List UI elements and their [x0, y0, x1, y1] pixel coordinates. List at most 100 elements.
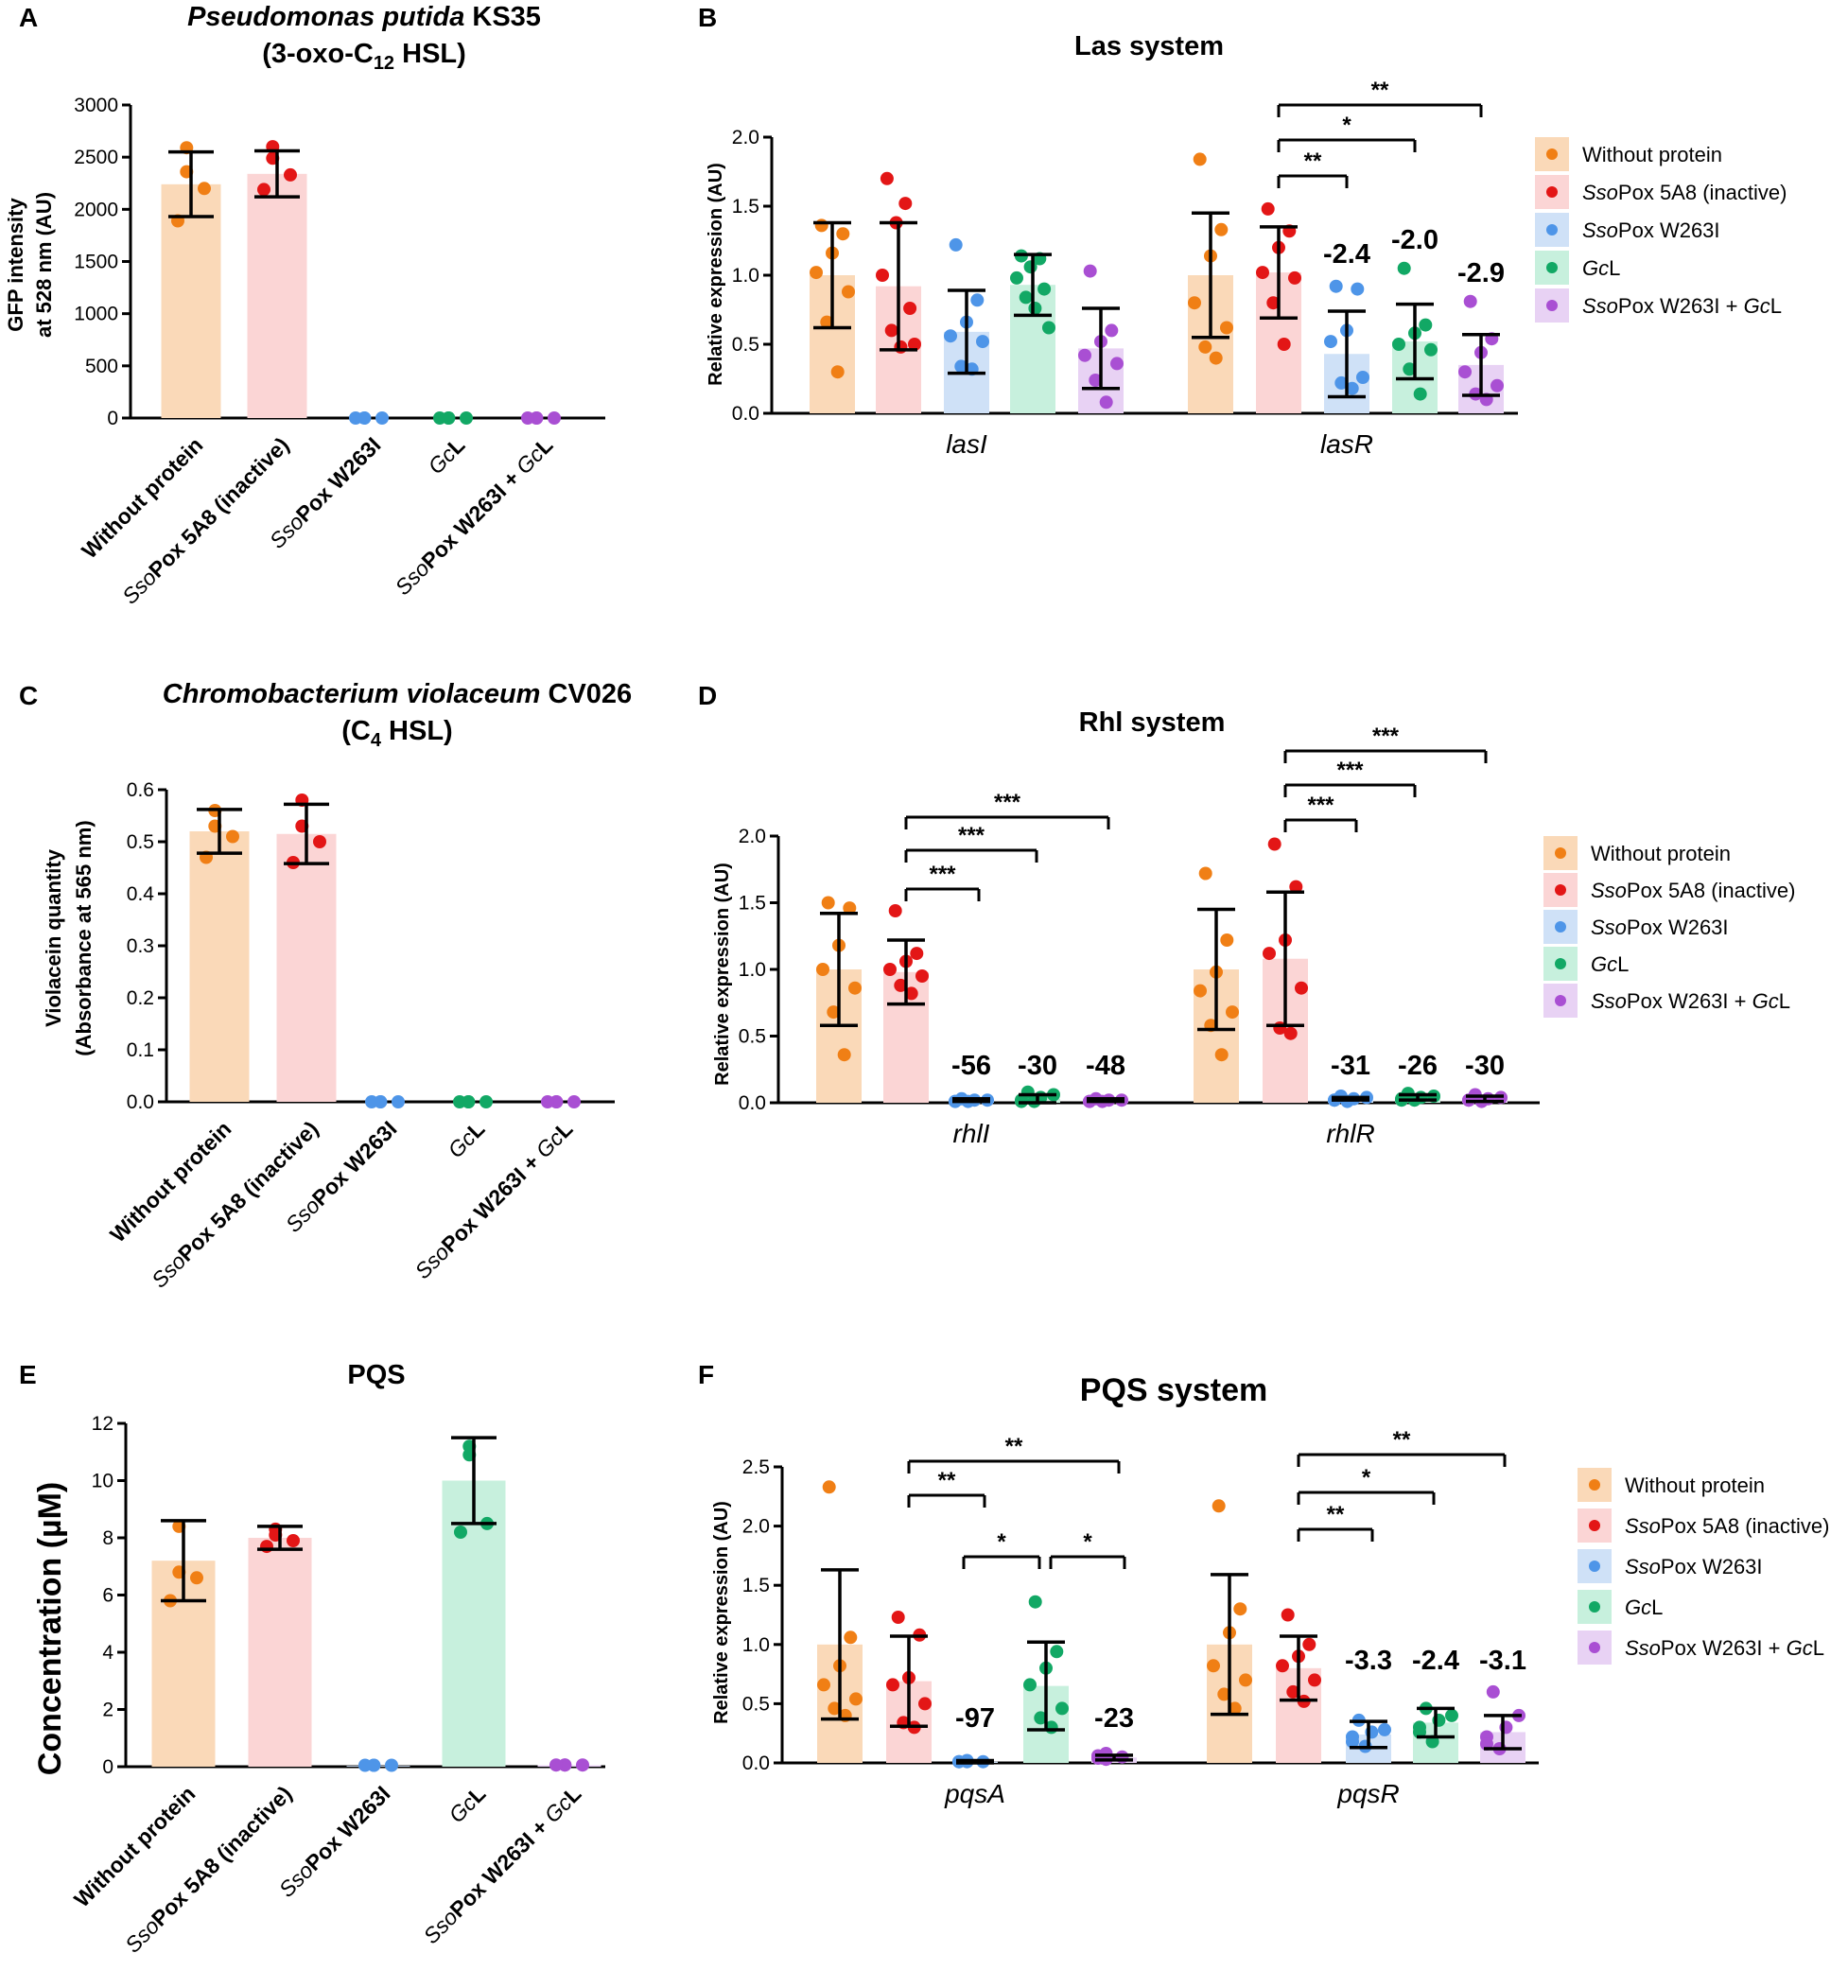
y-tick-label: 1.0 [732, 265, 759, 287]
data-point [190, 1571, 203, 1585]
y-tick-label: 0.0 [739, 1092, 766, 1114]
legend-dot [1589, 1520, 1600, 1531]
y-tick-label: 2.5 [742, 1456, 770, 1478]
fold-change-label: -3.3 [1345, 1646, 1392, 1676]
data-point [1302, 1637, 1316, 1651]
data-point [1019, 290, 1033, 305]
panel-title: Las system [1074, 31, 1224, 61]
data-point [1345, 381, 1359, 395]
significance-label: * [1342, 113, 1351, 138]
y-tick-label: 1.5 [742, 1575, 770, 1596]
data-point [1193, 152, 1207, 166]
y-tick-label: 6 [102, 1585, 113, 1607]
data-point [1217, 1687, 1231, 1701]
legend-label: SsoPox 5A8 (inactive) [1591, 879, 1795, 902]
legend-label: Without protein [1591, 842, 1731, 865]
y-axis-label: Relative expression (AU) [706, 163, 726, 386]
data-point [1042, 321, 1055, 335]
data-point [828, 1701, 842, 1716]
data-point [1486, 1684, 1500, 1699]
data-point [1207, 1659, 1220, 1673]
fold-change-label: -3.1 [1479, 1646, 1526, 1676]
panel-title: Rhl system [1079, 707, 1226, 738]
data-point [567, 1095, 581, 1108]
data-point [954, 359, 968, 374]
legend-dot [1546, 262, 1558, 273]
data-point [1194, 984, 1207, 998]
legend-label: SsoPox W263I [1582, 218, 1720, 242]
significance-label: *** [1372, 724, 1400, 749]
data-point [1233, 1602, 1247, 1616]
legend-label: Without protein [1625, 1474, 1765, 1497]
data-point [843, 901, 857, 916]
y-tick-label: 1.5 [732, 196, 759, 218]
data-point [1463, 294, 1477, 308]
significance-label: ** [1393, 1427, 1411, 1453]
data-point [976, 335, 989, 349]
legend-dot [1589, 1561, 1600, 1572]
bar [442, 1480, 506, 1767]
data-point [1378, 1722, 1391, 1736]
data-point [1188, 296, 1201, 310]
legend-dot [1555, 847, 1566, 859]
y-tick-label: 0.0 [732, 403, 759, 425]
legend-dot [1589, 1642, 1600, 1653]
data-point [1266, 296, 1281, 310]
data-point [1491, 378, 1504, 392]
data-point [1403, 362, 1417, 376]
data-point [1198, 866, 1212, 881]
data-point [1419, 318, 1433, 332]
y-tick-label: 0.2 [127, 987, 154, 1009]
y-tick-label: 12 [92, 1413, 113, 1435]
y-tick-label: 0.5 [732, 334, 759, 356]
y-tick-label: 2.0 [742, 1516, 770, 1538]
bar [161, 183, 221, 418]
gene-label: rhlI [953, 1119, 990, 1148]
data-point [385, 1758, 398, 1772]
legend-dot [1555, 958, 1566, 969]
fold-change-label: -48 [1086, 1051, 1125, 1081]
legend-label: GcL [1625, 1596, 1663, 1619]
legend-label: GcL [1582, 256, 1620, 280]
significance-label: *** [958, 823, 985, 848]
legend-label: SsoPox W263I + GcL [1582, 294, 1782, 318]
data-point [884, 323, 898, 338]
legend-dot [1546, 300, 1558, 311]
legend-dot [1589, 1479, 1600, 1491]
fold-change-label: -56 [951, 1051, 991, 1081]
data-point [1281, 1608, 1295, 1622]
panel-subtitle: (C4 HSL) [341, 716, 452, 751]
data-point [908, 338, 921, 351]
data-point [375, 411, 389, 425]
data-point [1277, 338, 1291, 351]
data-point [549, 1758, 563, 1772]
data-point [817, 1678, 830, 1692]
data-point [1028, 302, 1042, 315]
legend-label: GcL [1591, 952, 1629, 976]
significance-label: ** [1327, 1502, 1345, 1527]
legend-label: SsoPox W263I [1625, 1555, 1763, 1578]
data-point [1105, 323, 1119, 338]
y-tick-label: 0 [102, 1756, 113, 1778]
data-point [358, 1758, 372, 1772]
data-point [1220, 933, 1234, 947]
category-label: SsoPox 5A8 (inactive) [120, 1781, 297, 1958]
y-axis-label: Violacein quantity [42, 848, 65, 1027]
fold-change-label: -30 [1465, 1051, 1505, 1081]
data-point [548, 411, 561, 425]
panel-title: PQS system [1080, 1372, 1267, 1408]
data-point [1295, 981, 1308, 995]
data-point [1050, 1645, 1064, 1659]
data-point [313, 835, 326, 848]
data-point [1023, 1678, 1037, 1692]
data-point [521, 411, 534, 425]
y-tick-label: 0.6 [127, 779, 154, 801]
category-label: SsoPox W263I + GcL [419, 1781, 586, 1948]
y-tick-label: 2.0 [732, 127, 759, 148]
legend-dot [1546, 224, 1558, 235]
data-point [842, 285, 855, 299]
legend-label: SsoPox W263I + GcL [1625, 1636, 1824, 1660]
bar [248, 1538, 312, 1767]
data-point [1346, 1735, 1359, 1749]
y-axis-label: (Absorbance at 565 nm) [72, 820, 96, 1055]
